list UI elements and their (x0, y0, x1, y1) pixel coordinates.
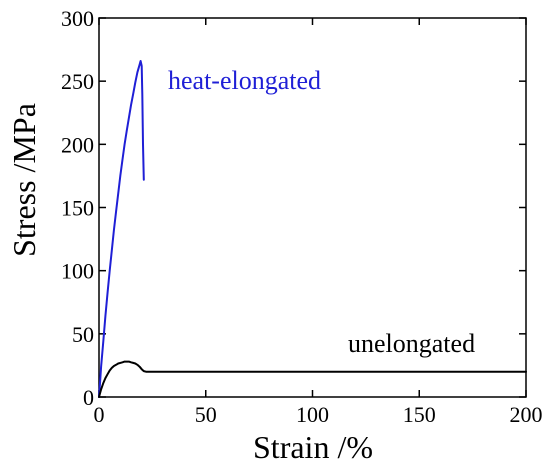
y-tick-label-3: 150 (61, 196, 94, 221)
x-tick-label-2: 100 (296, 402, 329, 427)
y-tick-label-2: 100 (61, 259, 94, 284)
y-axis-title: Stress /MPa (6, 103, 42, 257)
y-tick-label-0: 0 (83, 385, 94, 410)
x-tick-label-1: 50 (195, 402, 217, 427)
series-line-1 (98, 360, 527, 398)
x-tick-label-0: 0 (94, 402, 105, 427)
plot-layer: 0 50 100 150 200 0 50 100 150 200 250 300 (61, 6, 543, 427)
x-tick-label-4: 200 (510, 402, 543, 427)
y-tick-label-5: 250 (61, 69, 94, 94)
y-tick-label-4: 200 (61, 132, 94, 157)
annotation-heat-elongated: heat-elongated (168, 66, 321, 95)
series-line-0 (98, 60, 145, 398)
x-axis-title: Strain /% (253, 429, 373, 465)
y-tick-label-6: 300 (61, 6, 94, 31)
x-tick-label-3: 150 (403, 402, 436, 427)
annotation-unelongated: unelongated (348, 329, 475, 358)
y-tick-label-1: 50 (72, 322, 94, 347)
